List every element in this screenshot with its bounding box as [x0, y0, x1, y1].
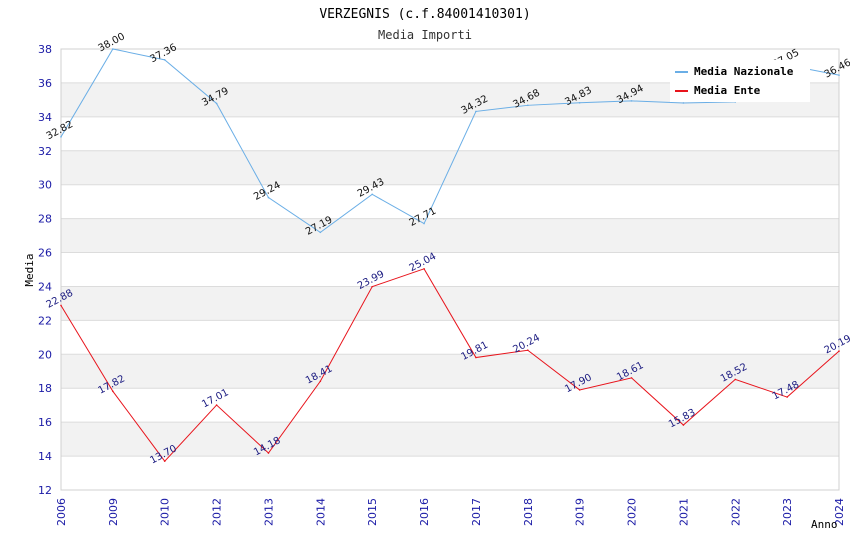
data-label: 37.36: [148, 42, 178, 65]
data-point: [163, 460, 166, 462]
data-point: [578, 389, 581, 391]
data-point: [423, 268, 425, 270]
x-tick-label: 2021: [677, 498, 690, 526]
plot-band: [61, 422, 839, 457]
data-point: [578, 101, 581, 104]
chart-title: VERZEGNIS (c.f.84001410301): [319, 7, 530, 22]
x-tick-label: 2010: [159, 498, 172, 526]
x-tick-label: 2009: [107, 498, 120, 526]
legend-label-nazionale: Media Nazionale: [694, 65, 794, 78]
x-tick-label: 2006: [55, 498, 68, 526]
series-line-ente: [60, 268, 840, 462]
legend-label-ente: Media Ente: [694, 84, 761, 97]
legend: Media Nazionale Media Ente: [670, 60, 810, 102]
data-point: [527, 349, 529, 352]
y-tick-label: 14: [38, 450, 52, 463]
x-axis-ticks: 2006 2009 2010 2012 2013 2014 2015 2016 2017 2018…: [55, 498, 846, 526]
x-tick-label: 2012: [211, 498, 224, 526]
data-point: [786, 396, 788, 398]
x-tick-label: 2013: [262, 498, 275, 526]
data-point: [682, 424, 685, 426]
data-label: 36.46: [823, 57, 850, 80]
chart-subtitle: Media Importi: [378, 28, 472, 42]
series-layer: [60, 48, 840, 462]
data-point: [267, 196, 270, 199]
x-tick-label: 2018: [522, 498, 535, 526]
series-line-nazionale: [60, 48, 840, 233]
data-label: 20.24: [511, 332, 541, 355]
data-point: [371, 193, 374, 196]
y-axis-ticks: 12 14 16 18 20 22 24 26 28 30 32 34 36 38: [38, 43, 52, 497]
y-axis-label: Media: [23, 253, 36, 286]
data-point: [527, 104, 529, 107]
data-point: [371, 285, 374, 288]
data-point: [319, 231, 322, 234]
x-tick-label: 2017: [470, 498, 483, 526]
data-point: [112, 390, 114, 393]
plot-band: [61, 218, 839, 253]
legend-box: [670, 60, 810, 102]
y-tick-label: 18: [38, 382, 52, 395]
data-point: [319, 380, 322, 383]
data-point: [112, 48, 114, 50]
x-tick-label: 2019: [574, 498, 587, 526]
y-tick-label: 24: [38, 280, 52, 293]
data-point: [60, 304, 62, 307]
data-point: [734, 378, 737, 381]
y-tick-label: 38: [38, 43, 52, 56]
data-point: [630, 100, 633, 102]
y-tick-label: 30: [38, 179, 52, 192]
plot-band: [61, 286, 839, 321]
y-tick-label: 32: [38, 145, 52, 158]
y-tick-label: 16: [38, 416, 52, 429]
y-tick-label: 26: [38, 247, 52, 260]
plot-bands: [61, 82, 839, 457]
data-point: [163, 59, 166, 61]
x-tick-label: 2020: [626, 498, 639, 526]
data-point: [838, 350, 840, 352]
data-point: [423, 222, 425, 225]
data-point: [215, 404, 218, 406]
data-point: [267, 452, 270, 454]
y-tick-label: 20: [38, 348, 52, 361]
x-tick-label: 2022: [729, 498, 742, 526]
data-point: [630, 377, 633, 379]
y-tick-label: 22: [38, 314, 52, 327]
data-point: [475, 110, 477, 113]
x-tick-label: 2015: [366, 498, 379, 526]
y-tick-label: 36: [38, 77, 52, 90]
y-tick-label: 34: [38, 111, 52, 124]
data-point: [682, 102, 685, 104]
data-point: [475, 356, 477, 359]
plot-band: [61, 354, 839, 389]
y-tick-label: 12: [38, 484, 52, 497]
x-tick-label: 2016: [418, 498, 431, 526]
y-tick-label: 28: [38, 213, 52, 226]
plot-area: [60, 48, 840, 491]
x-axis-label: Anno: [811, 518, 838, 531]
data-label: 25.04: [408, 251, 438, 274]
x-tick-label: 2023: [781, 498, 794, 526]
data-point: [215, 102, 218, 105]
x-tick-label: 2024: [833, 498, 846, 526]
x-tick-label: 2014: [314, 498, 327, 526]
data-point: [60, 136, 62, 138]
data-point: [838, 74, 840, 76]
